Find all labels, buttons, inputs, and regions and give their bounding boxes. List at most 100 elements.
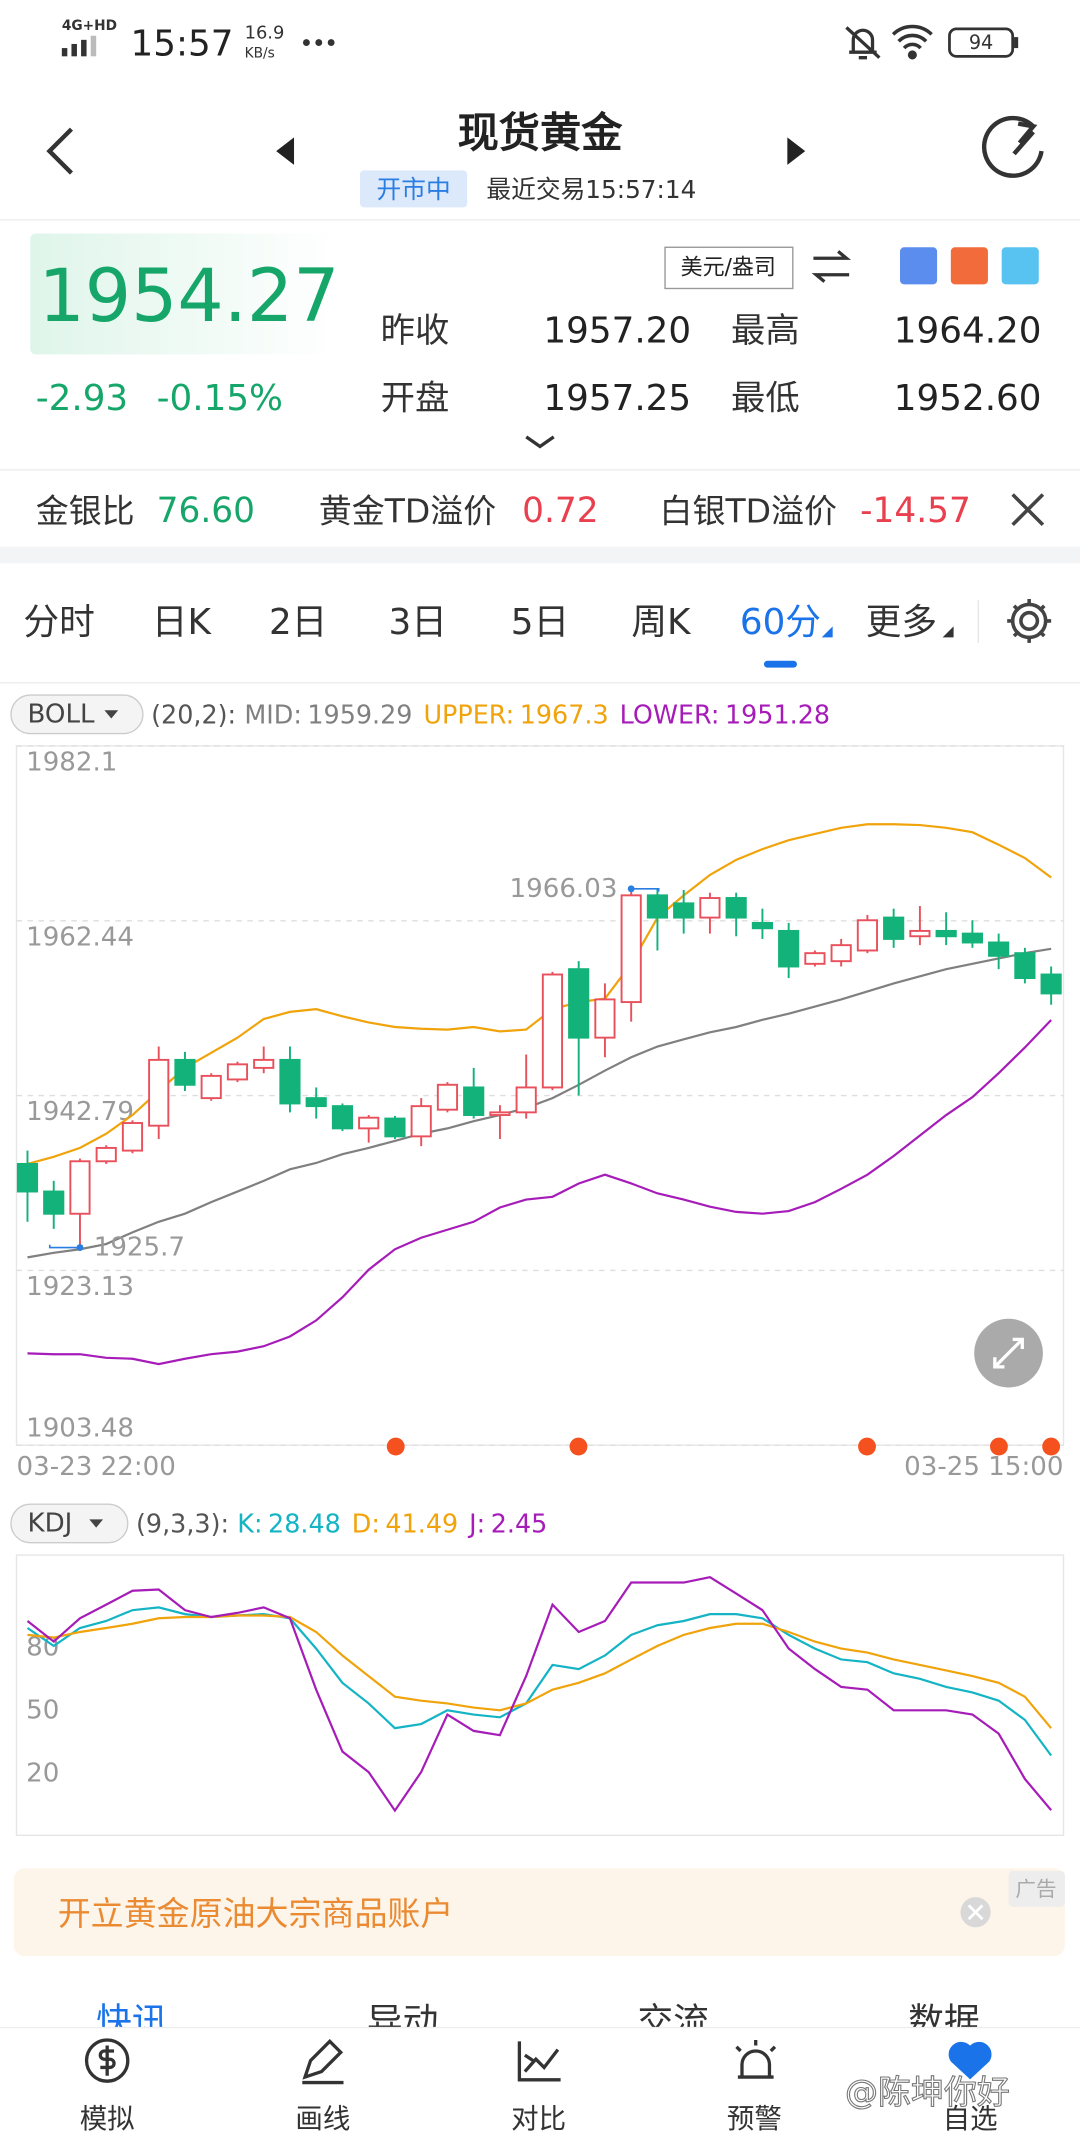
event-marker[interactable]: [386, 1437, 405, 1456]
ratio-value: -14.57: [860, 491, 971, 531]
candle-body: [778, 929, 800, 968]
candle-body: [69, 1160, 91, 1215]
indicator-pill[interactable]: [10, 694, 144, 735]
swap-icon[interactable]: [811, 250, 851, 283]
legend: (20,2): MID: 1959.29 UPPER: 1967.3 LOWER: 1951…: [151, 699, 830, 729]
candle-body: [384, 1117, 406, 1138]
candle-body: [226, 1063, 249, 1081]
indicator-line: [26, 1576, 1052, 1813]
indicator-line: [27, 1019, 1052, 1366]
legend: (9,3,3): K: 28.48 D: 41.49 J: 2.45: [136, 1508, 547, 1538]
mute-icon: [845, 26, 881, 60]
period-tab[interactable]: 60分: [740, 602, 821, 643]
ratio-value: 76.60: [157, 491, 255, 531]
event-marker[interactable]: [990, 1437, 1008, 1456]
y-tick-label: 1903.48: [26, 1414, 134, 1444]
battery-icon: 94: [948, 27, 1019, 58]
nav-item[interactable]: 画线: [295, 2104, 350, 2135]
candle-body: [200, 1074, 222, 1100]
candle-body: [594, 998, 616, 1039]
prev-button[interactable]: [276, 137, 295, 165]
fullscreen-button[interactable]: [974, 1318, 1043, 1388]
expand-chevron[interactable]: [525, 435, 555, 449]
period-tabs: 分时 日K 2日 3日 5日 周K 60分 更多: [23, 602, 954, 668]
candle-body: [620, 894, 642, 1004]
candle-body: [804, 952, 826, 965]
settings-button[interactable]: [1007, 598, 1052, 643]
stats: 昨收 1957.20 最高 1964.20 开盘 1957.25 最低 1952.60: [381, 311, 1042, 419]
legend-name: K:: [237, 1508, 262, 1538]
next-button[interactable]: [787, 137, 806, 165]
indicator-line: [27, 947, 1052, 1259]
legend-name: D:: [352, 1508, 380, 1538]
y-tick-label: 20: [26, 1758, 59, 1788]
title: 现货黄金: [458, 109, 624, 157]
stat-label: 昨收: [381, 311, 450, 351]
stat-value: 1964.20: [894, 311, 1042, 352]
bottom-nav-bg: [0, 2027, 1080, 2154]
dropdown-caret: [942, 626, 954, 638]
nav-item[interactable]: 自选: [943, 2104, 998, 2135]
candle-body: [699, 897, 721, 919]
candle-body: [43, 1190, 65, 1215]
candle-body: [935, 929, 957, 938]
net-speed: 16.9: [245, 22, 285, 43]
ad-text: 开立黄金原油大宗商品账户: [58, 1894, 454, 1933]
stat-value: 1957.25: [543, 378, 691, 419]
period-tab[interactable]: 5日: [511, 602, 569, 643]
close-ratios[interactable]: [1011, 493, 1045, 527]
candle-body: [410, 1105, 432, 1138]
candle-body: [331, 1105, 354, 1130]
tool-icon[interactable]: [900, 247, 938, 285]
period-tab[interactable]: 更多: [866, 602, 937, 643]
nav-item[interactable]: 对比: [511, 2104, 566, 2135]
event-marker[interactable]: [1042, 1437, 1061, 1456]
ad-banner[interactable]: 开立黄金原油大宗商品账户 广告: [13, 1868, 1065, 1957]
quote: 1954.27 -2.93 -0.15% 美元/盎司 昨收 1957.20 最高 19…: [30, 233, 1042, 449]
nav-item[interactable]: 预警: [727, 2104, 782, 2135]
candle-body: [148, 1058, 170, 1127]
legend-value: 28.48: [268, 1508, 341, 1538]
event-marker[interactable]: [569, 1437, 588, 1456]
event-marker[interactable]: [858, 1437, 876, 1456]
nav-item[interactable]: 模拟: [80, 2104, 135, 2135]
candle-body: [725, 897, 747, 919]
tool-icon[interactable]: [1001, 247, 1039, 285]
annotation-leader: [631, 888, 660, 892]
ratio-value: 0.72: [522, 491, 598, 531]
stat-label: 最低: [731, 378, 800, 418]
currency-box[interactable]: [664, 246, 794, 290]
stat-label: 开盘: [381, 378, 450, 418]
period-tab[interactable]: 周K: [631, 602, 692, 643]
ratio-label: 黄金TD溢价: [319, 492, 496, 531]
dropdown-caret: [89, 1519, 104, 1528]
network: 4G+HD: [62, 18, 117, 34]
legend-value: 41.49: [385, 1508, 458, 1538]
period-tab[interactable]: 2日: [269, 602, 327, 643]
tool-icon[interactable]: [950, 247, 988, 285]
back-button[interactable]: [46, 127, 74, 175]
y-tick-label: 1982.1: [26, 747, 117, 777]
period-tab[interactable]: 3日: [388, 602, 446, 643]
candle-body: [541, 973, 564, 1089]
indicator-pill[interactable]: [10, 1503, 129, 1544]
y-tick-label: 50: [26, 1695, 59, 1725]
stat-value: 1952.60: [894, 378, 1042, 419]
price-box: [30, 233, 337, 355]
price: 1954.27: [38, 254, 339, 339]
indicator-line: [27, 823, 1052, 1166]
candle-body: [1040, 973, 1062, 995]
watermark: @陈坤你好: [845, 2073, 1010, 2112]
change-pct: -0.15%: [157, 378, 283, 419]
candle-body: [673, 902, 695, 919]
candle-body: [358, 1116, 380, 1130]
period-tab[interactable]: 日K: [152, 602, 213, 643]
refresh-button[interactable]: [981, 115, 1044, 178]
legend-value: 2.45: [491, 1508, 548, 1538]
net-speed-unit: KB/s: [245, 46, 275, 62]
candle-body: [174, 1058, 196, 1086]
legend-name: LOWER:: [620, 699, 720, 729]
legend-name: UPPER:: [423, 699, 514, 729]
period-tab[interactable]: 分时: [23, 602, 94, 643]
